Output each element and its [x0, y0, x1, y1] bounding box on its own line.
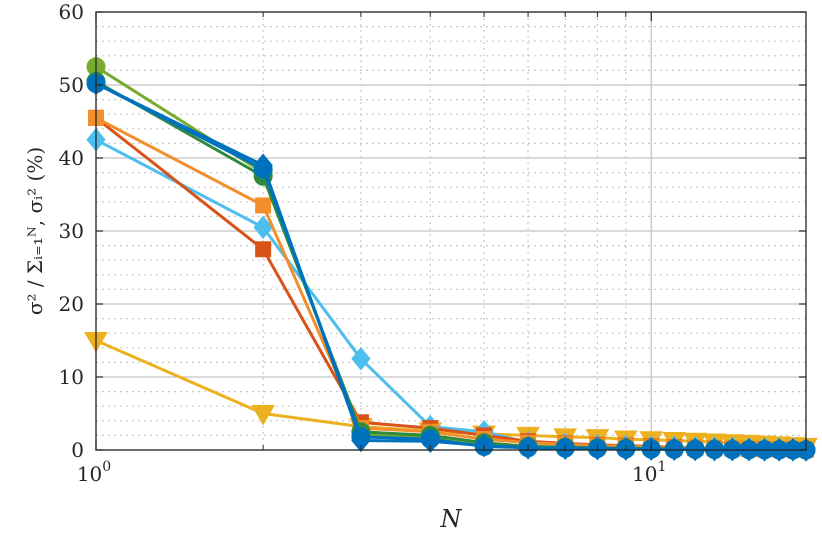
data-point-triangle [251, 405, 276, 426]
x-tick-label-base: 10 [632, 462, 657, 486]
x-tick-label: 101 [632, 459, 666, 486]
data-point-circle [351, 427, 371, 447]
data-point-square [255, 197, 272, 214]
y-tick-label: 0 [71, 438, 84, 462]
y-tick-label: 50 [59, 73, 84, 97]
x-tick-label-base: 10 [77, 462, 102, 486]
data-point-circle [664, 439, 684, 459]
y-tick-label: 10 [59, 365, 84, 389]
data-point-diamond [351, 346, 371, 371]
y-tick-label: 40 [59, 146, 84, 170]
data-point-circle [253, 159, 273, 179]
ticks [95, 11, 806, 451]
x-tick-label-exponent: 1 [657, 459, 666, 475]
data-point-diamond [253, 215, 273, 240]
x-tick-label: 100 [77, 459, 111, 486]
data-point-square [255, 241, 272, 258]
y-axis-label: σ² / Σᵢ₌₁ᴺ, σᵢ² (%) [23, 147, 47, 315]
y-tick-label: 30 [59, 219, 84, 243]
x-tick-label-exponent: 0 [102, 459, 111, 475]
y-tick-label: 60 [59, 0, 84, 24]
minor-grid [96, 12, 806, 450]
x-axis-label: N [440, 505, 463, 533]
y-tick-label: 20 [59, 292, 84, 316]
